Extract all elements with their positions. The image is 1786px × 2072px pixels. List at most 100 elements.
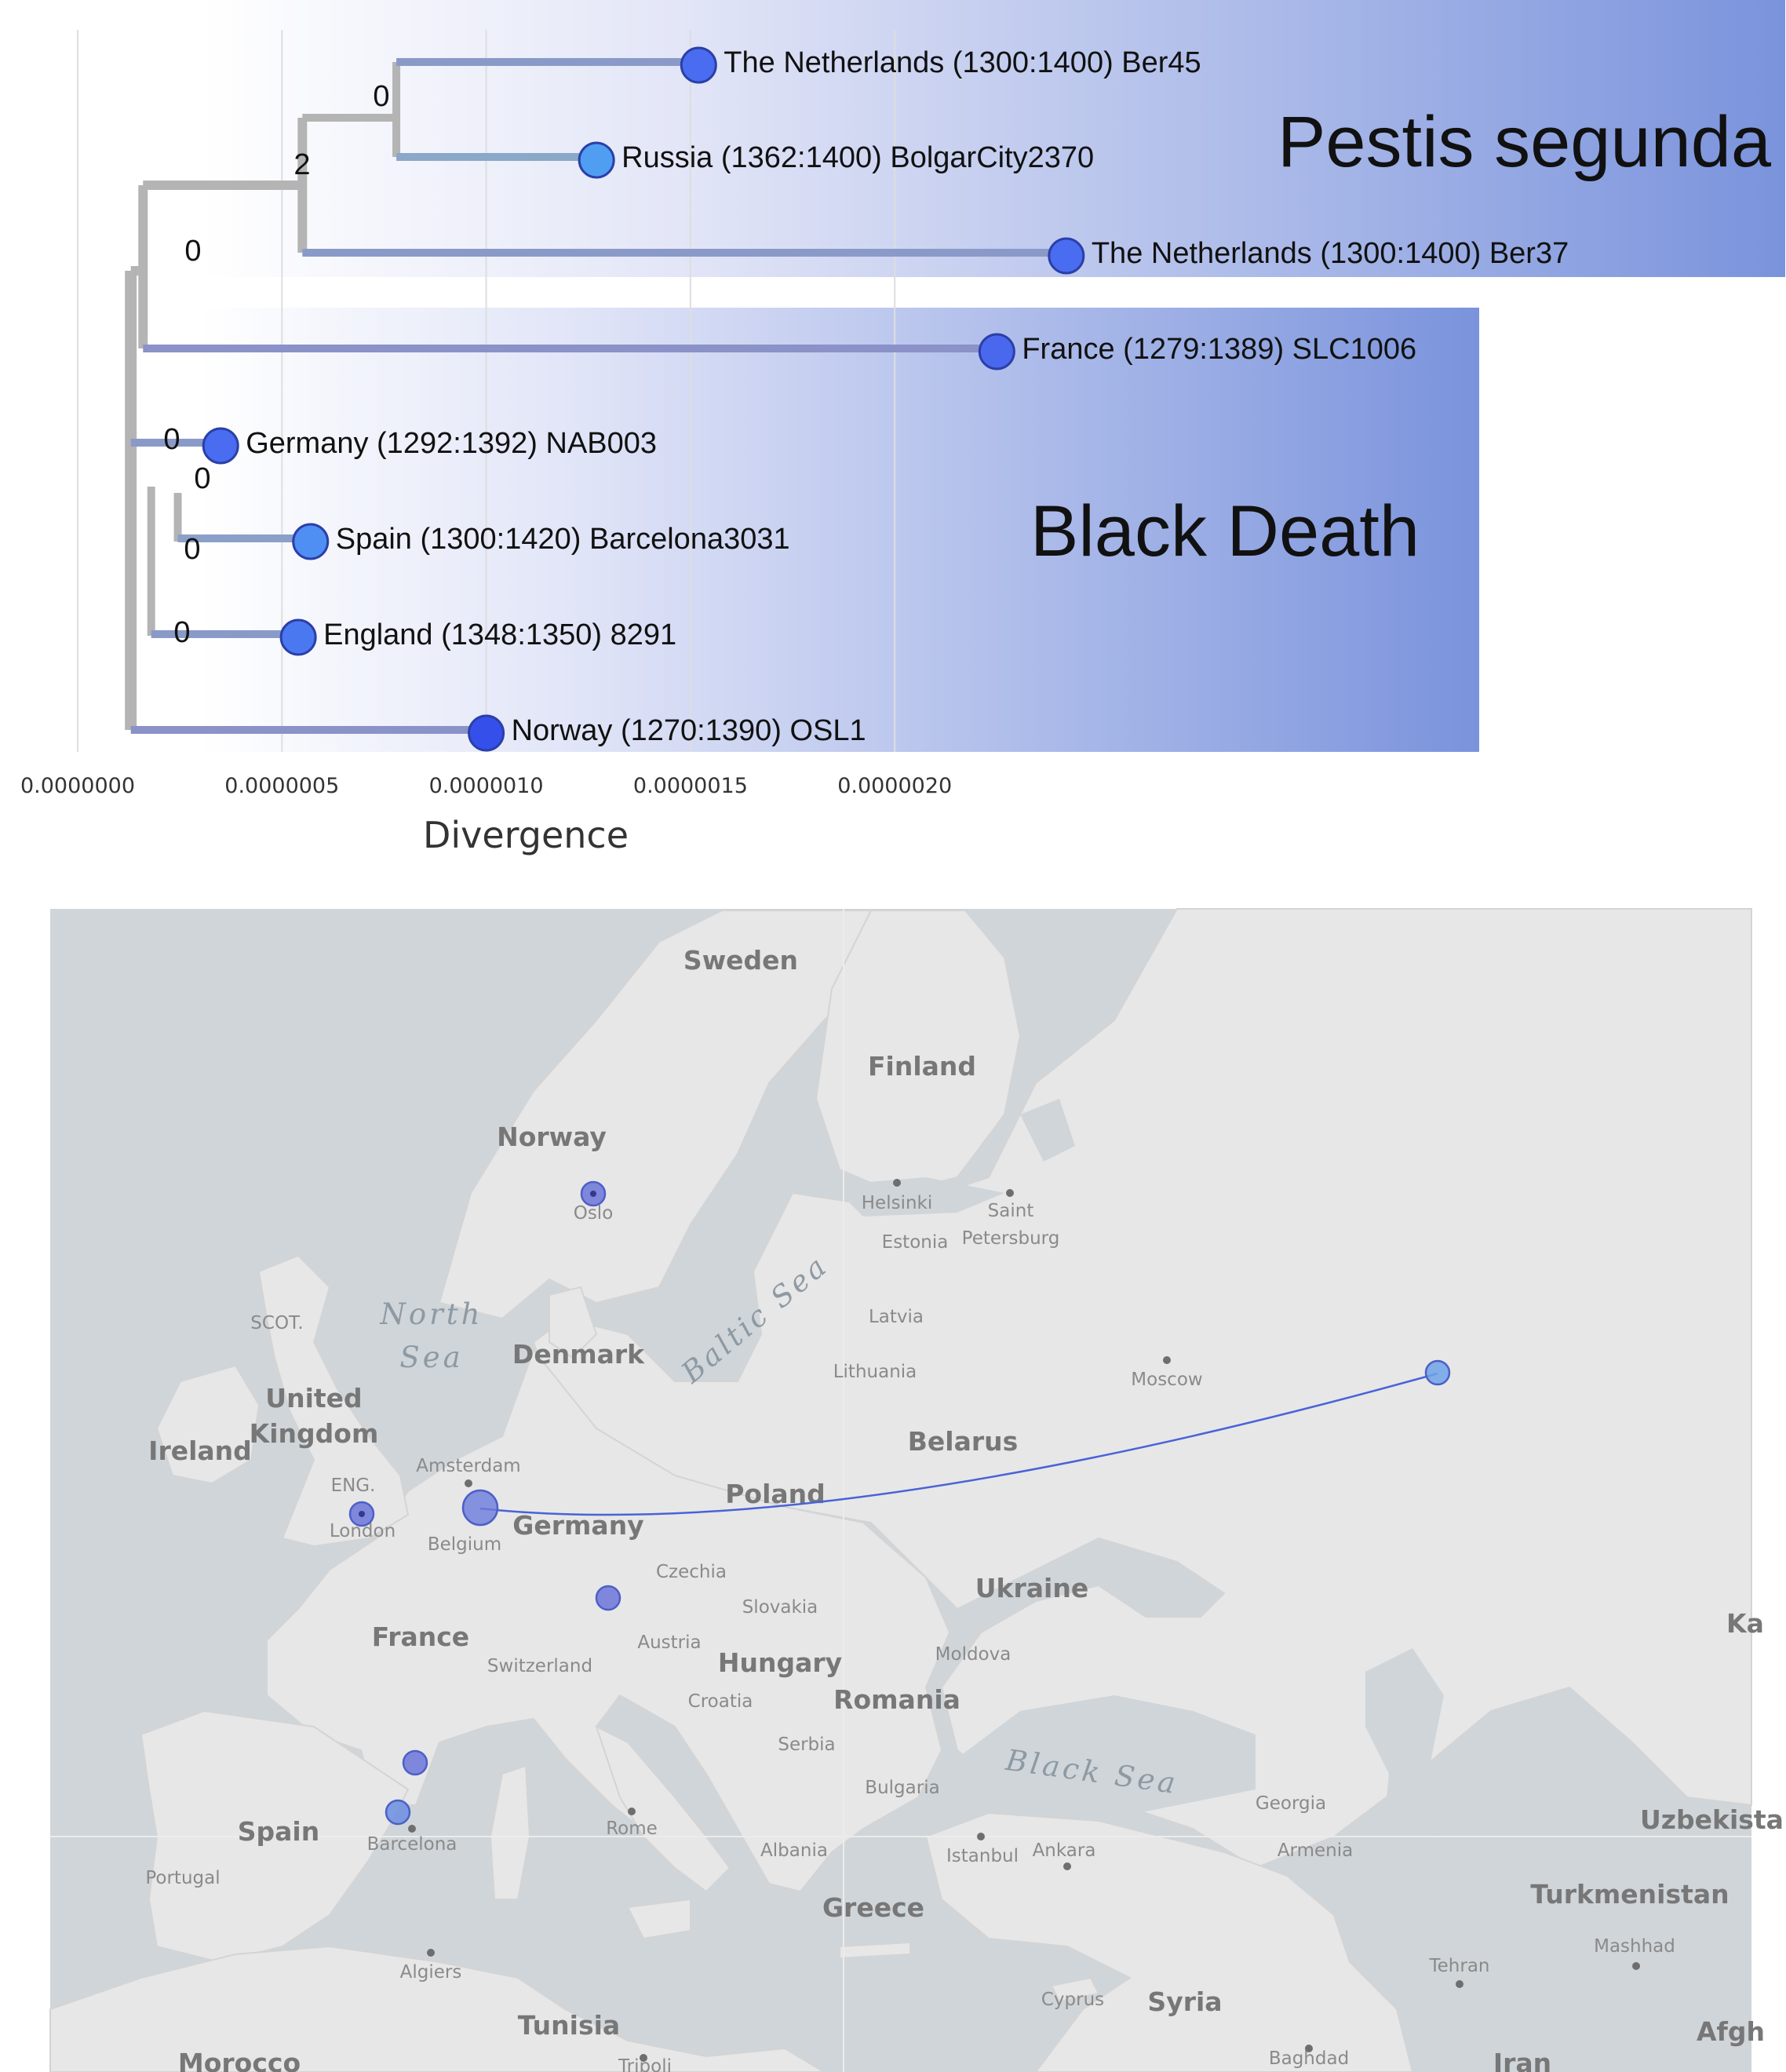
branch-label: 0 bbox=[373, 80, 389, 113]
map-label: Bulgaria bbox=[865, 1778, 939, 1798]
city-dot bbox=[640, 2054, 647, 2062]
branch-label: 0 bbox=[184, 235, 201, 268]
map-label: Albania bbox=[760, 1840, 828, 1861]
map-label: Morocco bbox=[178, 2048, 301, 2072]
tip-node bbox=[1048, 237, 1085, 275]
tip-node bbox=[680, 46, 717, 84]
map-city-label: Tripoli bbox=[618, 2056, 672, 2072]
map-label: Latvia bbox=[869, 1307, 924, 1327]
sicily-land bbox=[626, 1898, 691, 1940]
sample-point-netherlands bbox=[461, 1489, 499, 1527]
map-city-label: Barcelona bbox=[367, 1834, 457, 1855]
x-tick-label: 0.0000020 bbox=[837, 774, 952, 798]
map-city-label: Istanbul bbox=[946, 1846, 1019, 1866]
finland-land bbox=[815, 910, 1022, 1195]
map-label: Kingdom bbox=[250, 1418, 379, 1449]
map-label: Ukraine bbox=[975, 1573, 1088, 1603]
map-sea-label: North bbox=[379, 1297, 483, 1331]
tip-label: France (1279:1389) SLC1006 bbox=[1022, 333, 1416, 366]
crete-land bbox=[839, 1941, 911, 1960]
map-label: Czechia bbox=[656, 1562, 727, 1582]
x-tick-label: 0.0000000 bbox=[20, 774, 135, 798]
map-city-label: Moscow bbox=[1131, 1370, 1202, 1390]
tip-label: The Netherlands (1300:1400) Ber37 bbox=[1092, 237, 1569, 270]
map-label: Afgh bbox=[1697, 2016, 1765, 2047]
tip-node bbox=[202, 427, 239, 465]
map-label: Hungary bbox=[718, 1647, 842, 1678]
map-label: United bbox=[265, 1383, 362, 1414]
map-label: SCOT. bbox=[250, 1313, 303, 1333]
branch-label: 0 bbox=[163, 423, 180, 456]
transmission-arc bbox=[479, 1372, 1438, 1516]
map-city-label: Amsterdam bbox=[416, 1456, 520, 1476]
sample-point-france bbox=[402, 1749, 428, 1776]
tip-label: Russia (1362:1400) BolgarCity2370 bbox=[621, 141, 1094, 174]
x-tick-label: 0.0000010 bbox=[429, 774, 544, 798]
great-britain-land bbox=[257, 1254, 410, 1548]
map-label: Tunisia bbox=[518, 2010, 620, 2041]
map-city-label: Tehran bbox=[1429, 1956, 1490, 1976]
map-label: Slovakia bbox=[742, 1597, 818, 1618]
ireland-land bbox=[155, 1364, 261, 1485]
x-axis-label: Divergence bbox=[423, 814, 629, 856]
map-sample-points bbox=[348, 1180, 1451, 1826]
map-label: Georgia bbox=[1256, 1793, 1326, 1814]
city-dot bbox=[427, 1949, 435, 1957]
map-label: Sweden bbox=[683, 945, 798, 976]
map-city-label: Ankara bbox=[1033, 1840, 1096, 1861]
tip-label: Germany (1292:1392) NAB003 bbox=[246, 427, 657, 460]
map-label: Greece bbox=[822, 1892, 924, 1923]
map-label: Armenia bbox=[1278, 1840, 1353, 1861]
tree-tips: The Netherlands (1300:1400) Ber45 Russia … bbox=[202, 46, 1569, 752]
map-city-dots bbox=[408, 1179, 1640, 2062]
map-city-label: Oslo bbox=[574, 1203, 614, 1224]
city-dot bbox=[408, 1825, 416, 1833]
city-dot bbox=[1456, 1980, 1463, 1988]
map-label: Turkmenistan bbox=[1530, 1879, 1729, 1910]
map-label: Serbia bbox=[778, 1735, 835, 1755]
italy-boot-land bbox=[595, 1725, 731, 1893]
land bbox=[49, 908, 1752, 2072]
map-label: Switzerland bbox=[487, 1656, 592, 1676]
tip-node bbox=[292, 523, 330, 560]
map-label: Denmark bbox=[512, 1339, 645, 1370]
sample-point-germany bbox=[595, 1585, 621, 1611]
tip-label: The Netherlands (1300:1400) Ber45 bbox=[724, 46, 1201, 79]
map-center-dots bbox=[359, 1191, 596, 1517]
center-dot bbox=[590, 1191, 596, 1197]
denmark-land bbox=[549, 1286, 598, 1359]
inland-seas bbox=[832, 1099, 1460, 1954]
map-label: Norway bbox=[497, 1122, 607, 1152]
clade-label-pestis-segunda: Pestis segunda bbox=[1278, 102, 1772, 182]
map-label: Cyprus bbox=[1041, 1990, 1104, 2010]
map-city-label: Saint bbox=[988, 1201, 1034, 1221]
map-label: Spain bbox=[238, 1816, 319, 1847]
map-city-labels: Helsinki Saint Petersburg Oslo Moscow Am… bbox=[330, 1193, 1675, 2072]
map-label: France bbox=[372, 1621, 469, 1652]
tip-label: Spain (1300:1420) Barcelona3031 bbox=[336, 523, 790, 556]
branch-label: 0 bbox=[173, 616, 190, 649]
tip-node bbox=[578, 141, 615, 179]
city-dot bbox=[1305, 2045, 1313, 2052]
map-label: ENG. bbox=[331, 1476, 376, 1496]
tip-label: Norway (1270:1390) OSL1 bbox=[512, 714, 866, 747]
city-dot bbox=[628, 1808, 636, 1815]
city-dot bbox=[1163, 1356, 1171, 1364]
map-panel: Sweden Finland Norway Denmark United Kin… bbox=[49, 908, 1784, 2072]
gulf-of-finland-water bbox=[832, 1177, 1004, 1217]
map-label: Estonia bbox=[882, 1232, 949, 1253]
tip-label: England (1348:1350) 8291 bbox=[323, 618, 676, 651]
x-axis: 0.0000000 0.0000005 0.0000010 0.0000015 0.00… bbox=[20, 774, 952, 798]
map-city-label: Rome bbox=[606, 1818, 658, 1839]
tree-branches bbox=[125, 58, 1066, 734]
clade-label-black-death: Black Death bbox=[1030, 491, 1420, 571]
clade-shade-black-death bbox=[200, 308, 1479, 752]
map-sea-label: Sea bbox=[399, 1341, 463, 1374]
tip-node bbox=[978, 333, 1015, 370]
tip-node bbox=[279, 618, 317, 656]
city-dot bbox=[1006, 1189, 1014, 1197]
map-label: Romania bbox=[833, 1684, 960, 1715]
branch-label: 0 bbox=[184, 533, 200, 566]
lake-ladoga-water bbox=[1020, 1099, 1075, 1162]
